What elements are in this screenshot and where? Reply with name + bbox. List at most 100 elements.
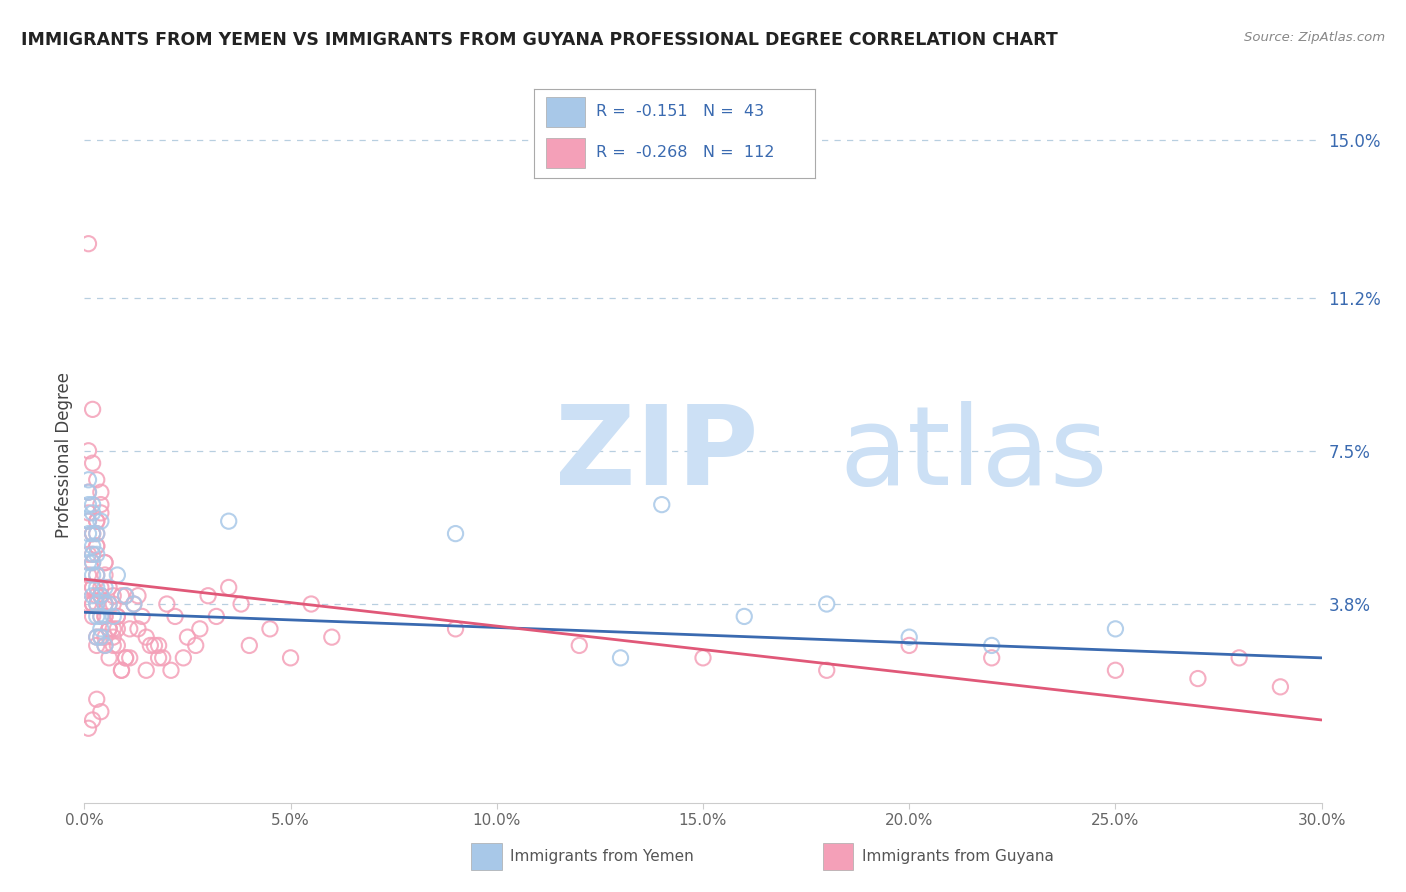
Point: [733, 609, 755, 624]
Point: [82, 581, 104, 595]
Point: [143, 639, 166, 653]
Point: [90, 589, 112, 603]
Point: [86, 568, 108, 582]
Point: [77, 485, 100, 500]
Point: [86, 539, 108, 553]
Point: [110, 663, 132, 677]
Point: [77, 547, 100, 561]
Point: [86, 473, 108, 487]
Point: [82, 568, 104, 582]
Point: [103, 622, 125, 636]
Point: [82, 526, 104, 541]
Point: [90, 498, 112, 512]
Point: [105, 568, 128, 582]
Bar: [823, 843, 853, 870]
Point: [82, 498, 104, 512]
Point: [90, 589, 112, 603]
Point: [94, 639, 117, 653]
Point: [98, 622, 121, 636]
Point: [90, 609, 112, 624]
Point: [139, 639, 162, 653]
Point: [122, 597, 145, 611]
Point: [1187, 672, 1209, 686]
Point: [229, 597, 252, 611]
Point: [1104, 622, 1126, 636]
Point: [82, 609, 104, 624]
Point: [609, 651, 631, 665]
Point: [135, 663, 157, 677]
Point: [103, 630, 125, 644]
Point: [77, 568, 100, 582]
Point: [82, 526, 104, 541]
Point: [86, 589, 108, 603]
Point: [98, 622, 121, 636]
Point: [86, 639, 108, 653]
Point: [82, 556, 104, 570]
Y-axis label: Professional Degree: Professional Degree: [55, 372, 73, 538]
Point: [105, 622, 128, 636]
Point: [82, 506, 104, 520]
Point: [90, 581, 112, 595]
Point: [103, 609, 125, 624]
Point: [90, 485, 112, 500]
Point: [692, 651, 714, 665]
Point: [118, 622, 141, 636]
Point: [86, 568, 108, 582]
Point: [77, 514, 100, 528]
Point: [86, 526, 108, 541]
Point: [90, 609, 112, 624]
Point: [86, 539, 108, 553]
Point: [86, 630, 108, 644]
Point: [86, 514, 108, 528]
Point: [197, 589, 219, 603]
Bar: [546, 97, 585, 127]
Point: [94, 639, 117, 653]
Point: [86, 692, 108, 706]
Point: [94, 581, 117, 595]
Point: [172, 651, 194, 665]
Point: [815, 663, 838, 677]
Point: [94, 597, 117, 611]
Point: [77, 485, 100, 500]
Point: [148, 639, 170, 653]
Point: [77, 473, 100, 487]
Point: [86, 547, 108, 561]
Point: [118, 651, 141, 665]
Point: [568, 639, 591, 653]
Point: [160, 663, 183, 677]
Point: [90, 630, 112, 644]
Point: [94, 609, 117, 624]
Point: [98, 651, 121, 665]
Point: [188, 622, 211, 636]
Point: [135, 630, 157, 644]
Point: [1227, 651, 1250, 665]
Point: [77, 526, 100, 541]
Point: [103, 597, 125, 611]
Point: [90, 622, 112, 636]
Point: [259, 622, 281, 636]
Point: [94, 597, 117, 611]
Point: [82, 547, 104, 561]
Point: [1104, 663, 1126, 677]
Point: [122, 597, 145, 611]
Point: [110, 589, 132, 603]
Point: [98, 581, 121, 595]
Point: [148, 651, 170, 665]
Point: [82, 547, 104, 561]
Point: [980, 651, 1002, 665]
Point: [94, 556, 117, 570]
Point: [114, 651, 136, 665]
Point: [98, 622, 121, 636]
Point: [82, 556, 104, 570]
Point: [82, 581, 104, 595]
Point: [86, 609, 108, 624]
Point: [94, 568, 117, 582]
Point: [280, 651, 302, 665]
Point: [77, 556, 100, 570]
Point: [82, 526, 104, 541]
Text: atlas: atlas: [839, 401, 1108, 508]
Point: [98, 597, 121, 611]
Point: [77, 581, 100, 595]
Point: [184, 639, 207, 653]
Point: [94, 609, 117, 624]
